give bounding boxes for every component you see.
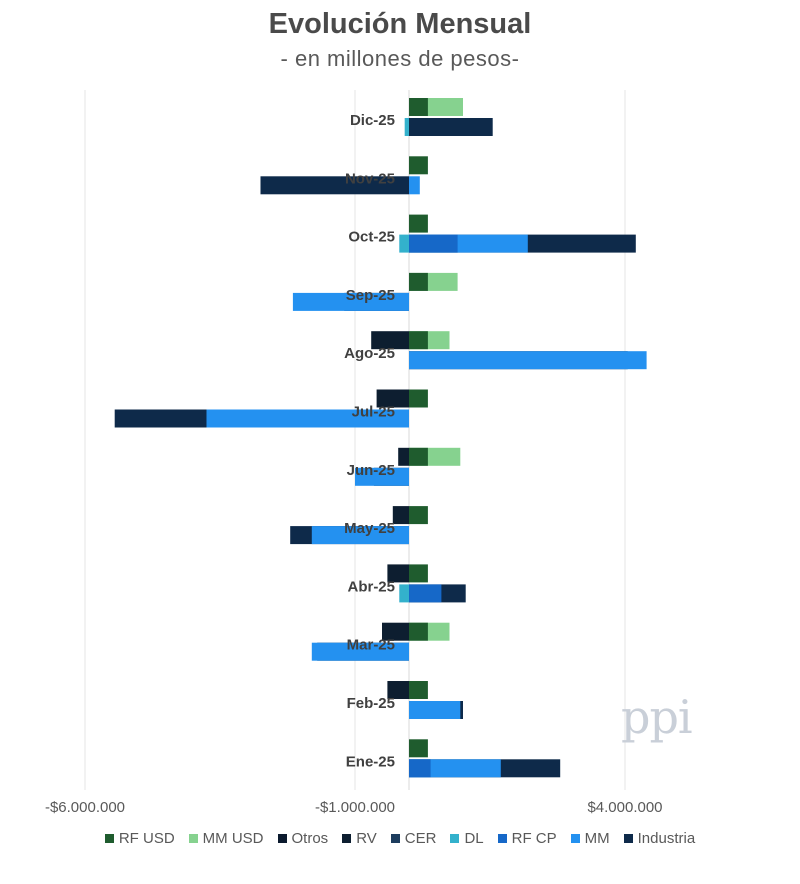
- bar-rf-usd-jun-25: [409, 447, 428, 466]
- bar-industria-dic-25: [409, 118, 493, 136]
- category-label: Nov-25: [345, 170, 395, 187]
- legend-swatch: [450, 834, 460, 843]
- bar-dl-abr-25: [399, 584, 409, 603]
- legend-label: CER: [404, 830, 437, 847]
- legend-swatch: [188, 834, 198, 843]
- legend-label: Otros: [291, 830, 329, 847]
- bar-mm-mar-25: [311, 642, 409, 661]
- legend-swatch: [104, 834, 114, 843]
- chart-legend: RF USD MM USD Otros RV CER DL RF CP MM Industria: [0, 830, 800, 847]
- bar-rf-usd-mar-25: [409, 622, 428, 641]
- category-label-layer: Dic-25 Nov-25 Oct-25 Sep-25 Ago-25 Jul-25 Jun-…: [344, 112, 395, 770]
- category-label: Sep-25: [346, 287, 395, 304]
- legend-swatch: [570, 834, 580, 843]
- bar-rf-usd-nov-25: [409, 156, 428, 175]
- legend-label: MM: [584, 830, 610, 847]
- bar-rf-cp-ene-25: [409, 759, 431, 778]
- legend-swatch: [623, 834, 633, 843]
- bar-dl-dic-25: [404, 118, 409, 136]
- legend-item-industria: Industria: [623, 830, 696, 847]
- bar-mm-may-25: [311, 526, 409, 545]
- bar-dl-oct-25: [399, 234, 409, 253]
- legend-item-rf-usd: RF USD: [104, 830, 175, 847]
- bar-mm-jul-25: [206, 409, 409, 428]
- bar-mm-feb-25: [409, 701, 461, 719]
- legend-label: MM USD: [202, 830, 264, 847]
- x-tick-layer: -$6.000.000 -$1.000.000 $4.000.000: [45, 799, 663, 816]
- bar-rv-may-25: [392, 506, 409, 525]
- legend-label: RV: [356, 830, 377, 847]
- legend-swatch: [277, 834, 287, 843]
- category-label: Oct-25: [348, 229, 395, 246]
- bar-mm-sep-25: [292, 292, 409, 311]
- bar-rv-jul-25: [376, 389, 409, 408]
- legend-item-mm-usd: MM USD: [188, 830, 264, 847]
- bar-mm-nov-25: [409, 176, 420, 195]
- ppi-logo: ppi: [621, 690, 693, 744]
- bar-rf-usd-sep-25: [409, 272, 428, 291]
- legend-label: DL: [464, 830, 484, 847]
- bar-rf-cp-abr-25: [409, 584, 442, 603]
- bar-rf-usd-may-25: [409, 506, 428, 525]
- bar-rv-feb-25: [387, 681, 409, 699]
- category-label: Mar-25: [347, 637, 395, 654]
- bar-rv-ago-25: [371, 331, 409, 350]
- bar-rf-usd-dic-25: [409, 98, 428, 116]
- legend-item-cer: CER: [390, 830, 437, 847]
- legend-item-dl: DL: [450, 830, 484, 847]
- legend-label: RF CP: [511, 830, 557, 847]
- chart-subtitle: - en millones de pesos-: [280, 46, 520, 71]
- legend-item-otros: Otros: [277, 830, 329, 847]
- category-label: Feb-25: [347, 695, 395, 712]
- legend-item-rv: RV: [342, 830, 377, 847]
- legend-swatch: [342, 834, 352, 843]
- bar-rf-usd-ago-25: [409, 331, 428, 350]
- category-label: Ago-25: [344, 345, 395, 362]
- bar-rf-usd-jul-25: [409, 389, 428, 408]
- category-label: May-25: [344, 520, 395, 537]
- grid-layer: [84, 90, 626, 790]
- bar-mm-ago-25: [409, 351, 647, 370]
- category-label: Jul-25: [352, 404, 395, 421]
- legend-item-rf-cp: RF CP: [497, 830, 557, 847]
- bar-rf-usd-abr-25: [409, 564, 428, 583]
- legend-label: Industria: [637, 830, 696, 847]
- bar-mm-ene-25: [409, 759, 501, 778]
- bar-rf-usd-ene-25: [409, 739, 428, 758]
- bar-mm-jun-25: [355, 467, 409, 486]
- bar-industria-nov-25: [260, 176, 409, 195]
- legend-label: RF USD: [118, 830, 175, 847]
- category-label: Abr-25: [347, 578, 395, 595]
- legend-swatch: [497, 834, 507, 843]
- bar-rv-jun-25: [398, 447, 409, 466]
- bar-rv-abr-25: [387, 564, 409, 583]
- x-tick-label: -$6.000.000: [45, 799, 125, 816]
- chart-title: Evolución Mensual: [268, 8, 532, 40]
- category-label: Dic-25: [350, 112, 395, 129]
- bar-rf-cp-oct-25: [409, 234, 458, 253]
- bar-rf-usd-feb-25: [409, 681, 428, 699]
- x-tick-label: $4.000.000: [587, 799, 662, 816]
- x-tick-label: -$1.000.000: [315, 799, 395, 816]
- category-label: Ene-25: [346, 753, 395, 770]
- bar-layer: [114, 98, 647, 778]
- bar-rv-mar-25: [382, 622, 409, 641]
- legend-swatch: [390, 834, 400, 843]
- bar-rf-usd-oct-25: [409, 214, 428, 233]
- legend-item-mm: MM: [570, 830, 610, 847]
- category-label: Jun-25: [347, 462, 395, 479]
